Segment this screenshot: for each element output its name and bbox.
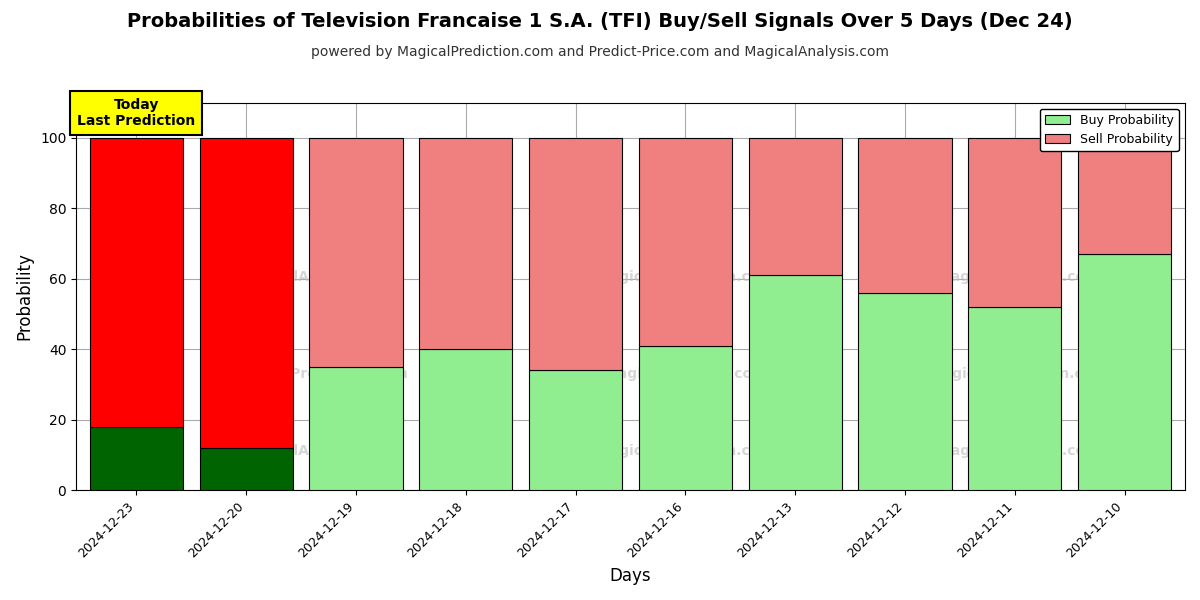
X-axis label: Days: Days (610, 567, 652, 585)
Text: MagicalPrediction.com: MagicalPrediction.com (930, 367, 1108, 381)
Text: Probabilities of Television Francaise 1 S.A. (TFI) Buy/Sell Signals Over 5 Days : Probabilities of Television Francaise 1 … (127, 12, 1073, 31)
Bar (858, 293, 952, 490)
Bar (858, 138, 952, 293)
Bar (1078, 138, 1171, 254)
Bar (749, 138, 842, 275)
Text: powered by MagicalPrediction.com and Predict-Price.com and MagicalAnalysis.com: powered by MagicalPrediction.com and Pre… (311, 45, 889, 59)
Bar (310, 138, 403, 367)
Text: MagicalAnalysis.com: MagicalAnalysis.com (239, 270, 401, 284)
Text: MagicalAnalysis.com: MagicalAnalysis.com (937, 444, 1100, 458)
Legend: Buy Probability, Sell Probability: Buy Probability, Sell Probability (1040, 109, 1178, 151)
Text: MagicalPrediction.com: MagicalPrediction.com (232, 367, 409, 381)
Text: Today
Last Prediction: Today Last Prediction (77, 98, 196, 128)
Text: MagicalAnalysis.com: MagicalAnalysis.com (239, 444, 401, 458)
Bar (419, 349, 512, 490)
Bar (638, 138, 732, 346)
Text: MagicalAnalysis.com: MagicalAnalysis.com (937, 270, 1100, 284)
Bar (310, 367, 403, 490)
Bar (1078, 254, 1171, 490)
Bar (90, 138, 184, 427)
Bar (199, 138, 293, 448)
Bar (90, 427, 184, 490)
Bar (529, 138, 623, 370)
Bar (638, 346, 732, 490)
Bar (419, 138, 512, 349)
Text: MagicalPrediction.com: MagicalPrediction.com (598, 444, 775, 458)
Bar (529, 370, 623, 490)
Bar (968, 138, 1062, 307)
Text: MagicalAnalysis.com: MagicalAnalysis.com (605, 367, 767, 381)
Text: MagicalPrediction.com: MagicalPrediction.com (598, 270, 775, 284)
Bar (968, 307, 1062, 490)
Y-axis label: Probability: Probability (14, 253, 32, 340)
Bar (749, 275, 842, 490)
Bar (199, 448, 293, 490)
